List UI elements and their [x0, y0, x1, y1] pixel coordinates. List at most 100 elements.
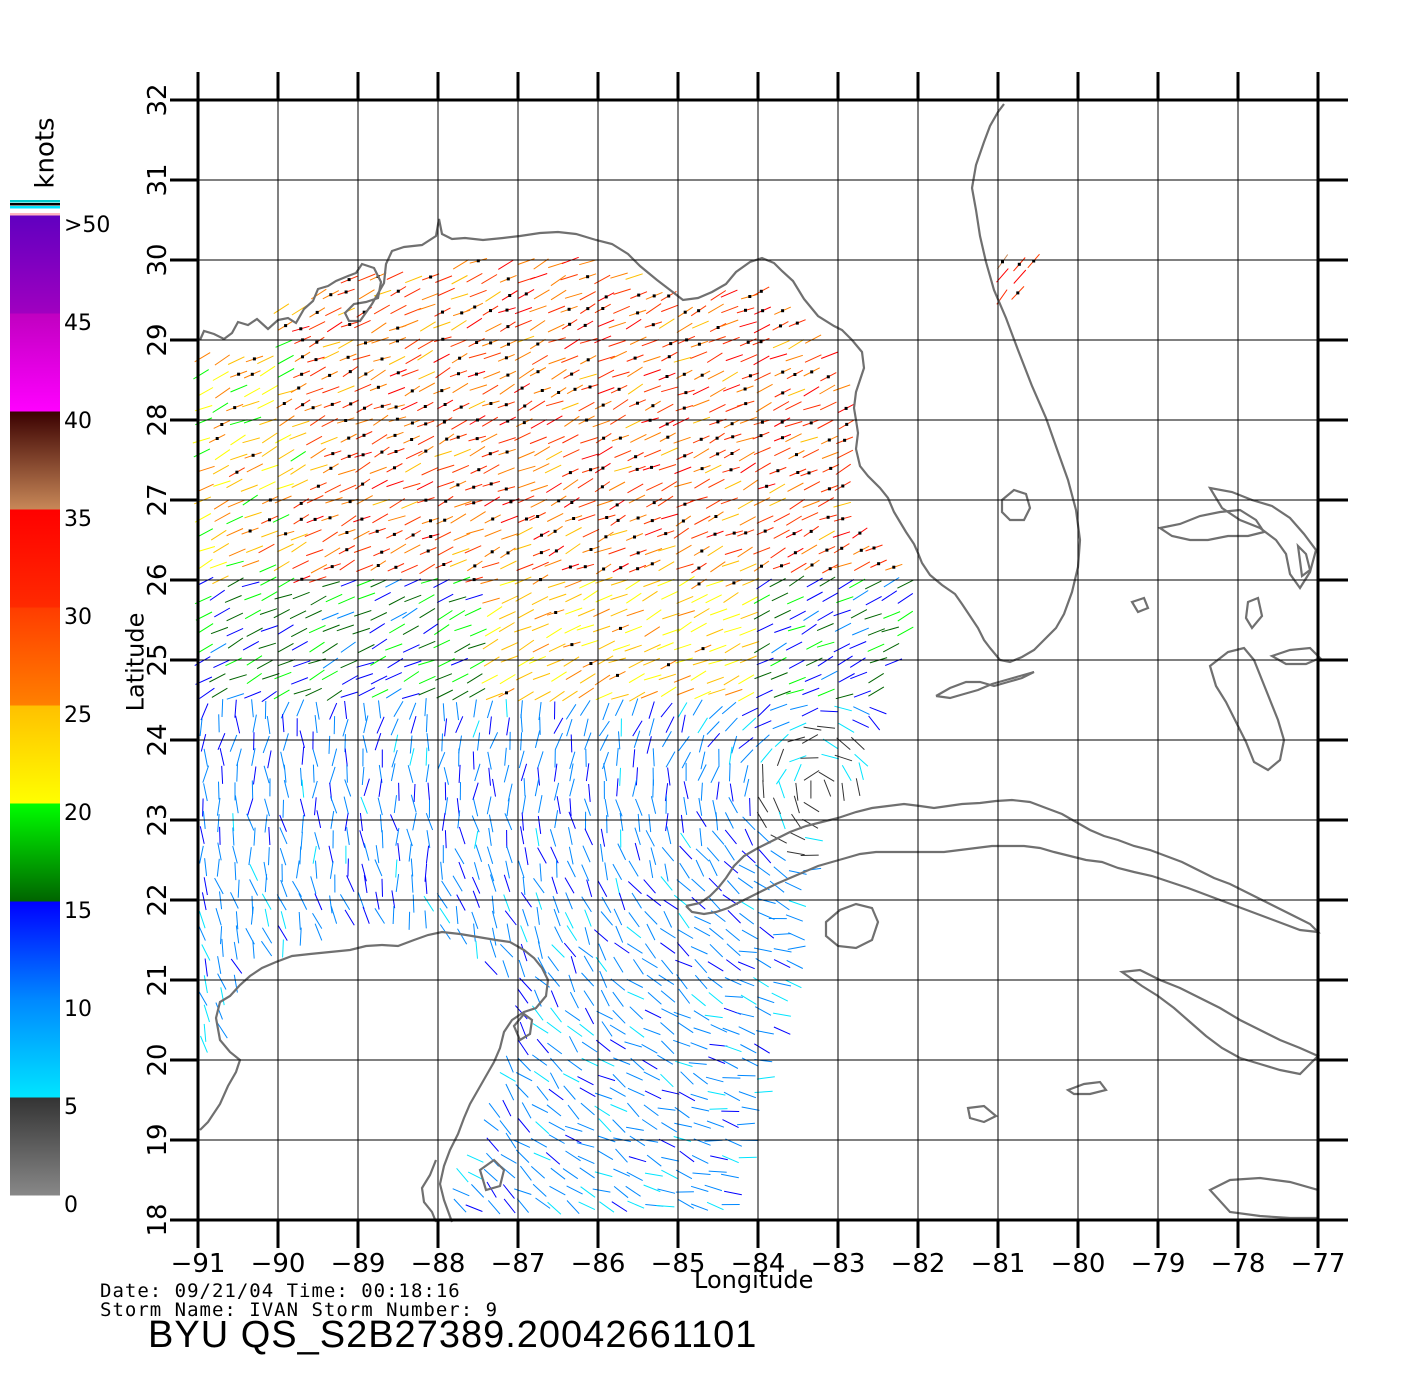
wind-vector: [646, 736, 652, 754]
wind-vector: [472, 890, 480, 908]
wind-vector: [534, 611, 552, 620]
wind-vector: [264, 908, 270, 927]
wind-vector: [637, 813, 641, 832]
rain-flag-dot: [300, 372, 304, 376]
wind-vector: [488, 827, 492, 846]
wind-vector: [230, 384, 248, 393]
small-cays: [1065, 1080, 1108, 1096]
wind-vector: [613, 288, 631, 295]
cuba-east-islands: [1118, 968, 1320, 1076]
wind-vector: [356, 564, 374, 572]
rain-flag-dot: [828, 567, 832, 571]
wind-vector: [227, 637, 244, 649]
wind-vector: [410, 858, 414, 877]
wind-vector: [320, 436, 338, 445]
rain-flag-dot: [793, 373, 797, 376]
wind-vector: [210, 529, 227, 541]
wind-vector: [594, 274, 611, 285]
wind-vector: [693, 926, 711, 937]
wind-vector: [314, 715, 318, 734]
wind-vector: [363, 702, 367, 721]
wind-vector: [227, 499, 245, 508]
rain-flag-dot: [347, 278, 351, 282]
wind-vector: [477, 732, 481, 751]
wind-vector: [769, 880, 785, 893]
wind-vector: [564, 912, 574, 929]
rain-flag-dot: [730, 422, 734, 426]
wind-vector: [486, 846, 494, 864]
wind-vector: [221, 938, 224, 957]
cozumel: [512, 1012, 534, 1042]
wind-vector: [704, 464, 722, 474]
wind-vector: [277, 624, 294, 635]
wind-vector: [363, 875, 368, 893]
rain-flag-dot: [636, 567, 640, 571]
wind-vector: [200, 733, 207, 752]
wind-vector: [614, 450, 632, 458]
rain-flag-dot: [664, 532, 668, 536]
wind-vector: [676, 942, 690, 957]
rain-flag-dot: [1016, 291, 1020, 295]
wind-vector: [850, 671, 868, 680]
wind-vector: [658, 545, 676, 552]
wind-vector: [632, 778, 638, 797]
wind-vector: [762, 763, 764, 783]
rain-flag-dot: [827, 487, 831, 491]
rain-flag-dot: [444, 499, 448, 503]
wind-vector: [577, 1155, 595, 1165]
wind-vector: [698, 797, 703, 816]
wind-vector: [816, 641, 835, 648]
wind-vector: [308, 321, 326, 331]
wind-vector: [196, 483, 214, 493]
wind-vector: [614, 942, 630, 954]
wind-vector: [724, 717, 738, 732]
wind-vector: [438, 287, 455, 296]
wind-vector: [401, 500, 419, 509]
wind-vector: [562, 434, 579, 444]
wind-vector: [488, 1102, 501, 1118]
wind-vector: [774, 899, 790, 911]
wind-vector: [197, 387, 214, 397]
wind-vector: [513, 543, 532, 551]
wind-vector: [643, 356, 661, 363]
rain-flag-dot: [505, 691, 508, 695]
wind-vector: [546, 512, 564, 522]
wind-vector: [762, 780, 765, 799]
wind-vector: [681, 714, 686, 733]
wind-vector: [370, 675, 388, 685]
wind-vector: [518, 750, 525, 769]
wind-vector: [236, 763, 238, 782]
colorbar-tick-label: 10: [64, 997, 92, 1022]
wind-vector: [821, 670, 838, 681]
wind-vector: [740, 354, 758, 363]
wind-vector: [645, 830, 655, 847]
wind-vector: [304, 529, 322, 537]
wind-vector: [677, 928, 694, 939]
wind-vector: [773, 690, 791, 698]
wind-vector: [725, 959, 742, 971]
wind-vector: [370, 579, 388, 588]
wind-vector: [277, 467, 294, 478]
wind-vector: [738, 950, 757, 953]
wind-vector: [483, 464, 500, 474]
wind-vector: [309, 669, 325, 681]
wind-vector: [259, 564, 277, 573]
wind-vector: [612, 1119, 626, 1133]
wind-vector: [340, 641, 356, 653]
wind-vector: [514, 626, 532, 633]
lon-tick-label: −89: [331, 1249, 386, 1279]
wind-vector: [505, 1132, 517, 1149]
wind-vector: [584, 828, 593, 846]
wind-vector: [753, 355, 770, 366]
wind-vector: [387, 387, 406, 395]
wind-vector: [738, 864, 756, 874]
wind-vector: [483, 1168, 498, 1182]
rain-flag-dot: [843, 438, 847, 442]
wind-vector: [627, 483, 644, 494]
wind-vector: [612, 644, 631, 651]
wind-vector: [339, 484, 357, 493]
wind-vector: [582, 845, 591, 863]
wind-vector: [290, 627, 308, 638]
wind-vector: [266, 716, 271, 734]
wind-vector: [531, 596, 549, 606]
